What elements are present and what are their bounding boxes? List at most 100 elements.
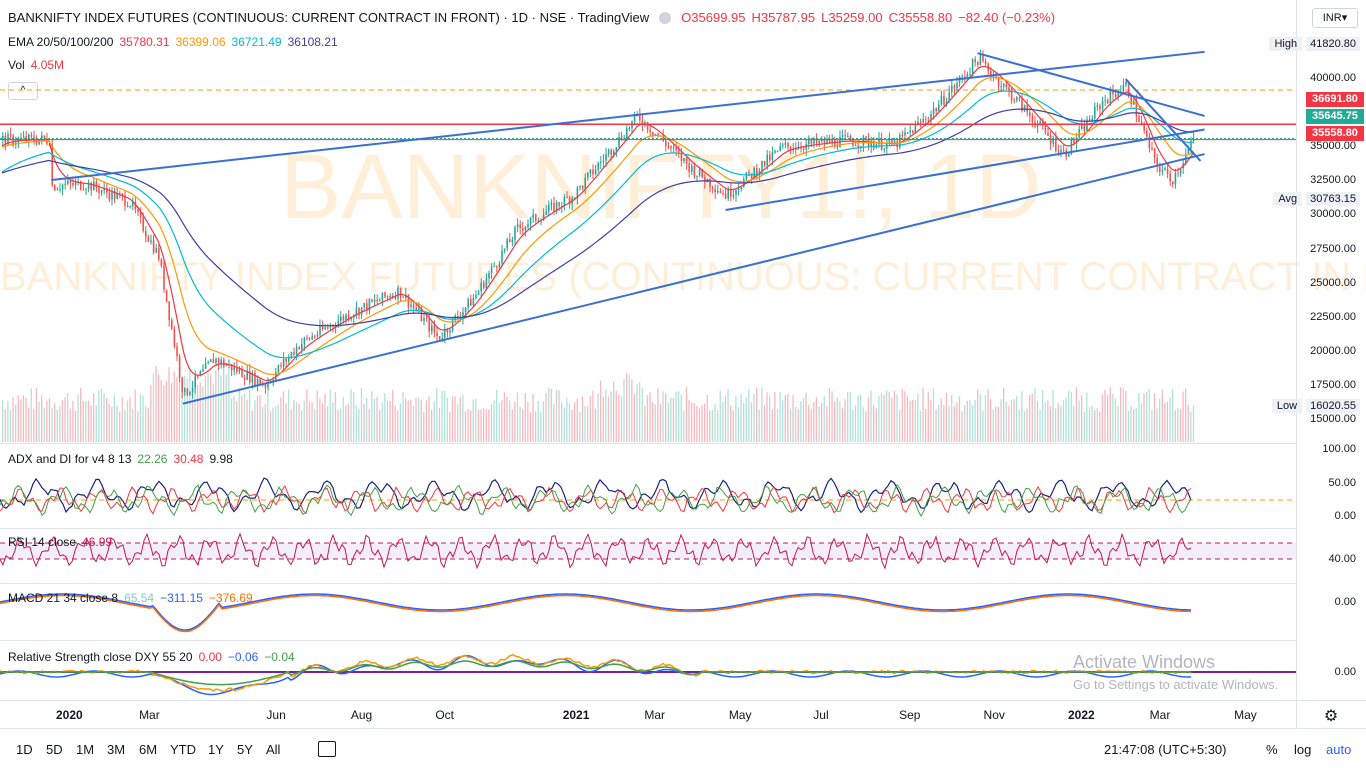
candle-body (233, 366, 235, 371)
log-scale-toggle[interactable]: log (1294, 742, 1312, 757)
volume-bar (386, 400, 389, 442)
candle-body (451, 318, 454, 331)
avg-badge-value: 30763.15 (1306, 192, 1360, 206)
volume-bar (202, 386, 204, 442)
volume-bar (810, 409, 812, 442)
rsi-line (0, 532, 1192, 570)
adx-axis-100: 100.00 (1322, 443, 1356, 455)
volume-bar (22, 395, 25, 442)
range-button-all[interactable]: All (266, 742, 281, 757)
volume-bar (1172, 389, 1174, 442)
candle-body (782, 144, 784, 147)
volume-bar (1042, 390, 1044, 442)
volume-bar (693, 402, 695, 442)
volume-bar (1047, 400, 1049, 442)
volume-bar (1060, 405, 1062, 442)
rs-legend[interactable]: Relative Strength close DXY 55 20 0.00 −… (8, 650, 295, 664)
range-button-6m[interactable]: 6M (139, 742, 158, 757)
range-button-ytd[interactable]: YTD (170, 742, 196, 757)
candle-body (212, 359, 215, 363)
adx-legend[interactable]: ADX and DI for v4 8 13 22.26 30.48 9.98 (8, 452, 233, 466)
symbol-title[interactable]: BANKNIFTY INDEX FUTURES (CONTINUOUS: CUR… (8, 10, 650, 25)
volume-bar (46, 400, 48, 442)
currency-button[interactable]: INR▾ (1312, 8, 1358, 28)
candle-body (1125, 81, 1127, 86)
rs-value-3: −0.04 (264, 650, 295, 664)
macd-legend[interactable]: MACD 21 34 close 8 65.54 −311.15 −376.69 (8, 591, 253, 605)
range-button-5d[interactable]: 5D (46, 742, 63, 757)
main-chart-svg[interactable] (0, 0, 1296, 700)
date-range-calendar-icon[interactable] (318, 741, 336, 757)
range-button-3m[interactable]: 3M (107, 742, 126, 757)
candle-body (1174, 173, 1177, 185)
candle-body (704, 177, 706, 183)
volume-bar (134, 389, 136, 442)
volume-bar (82, 401, 84, 442)
volume-bar (324, 393, 326, 442)
candle-body (368, 299, 371, 311)
candle-body (93, 181, 95, 191)
candle-body (236, 366, 238, 372)
candle-body (350, 317, 352, 320)
adx-axis-50: 50.00 (1328, 477, 1356, 489)
candle-body (628, 128, 631, 130)
candle-body (288, 356, 290, 362)
volume-bar (425, 400, 428, 442)
range-button-1m[interactable]: 1M (76, 742, 95, 757)
candle-body (766, 154, 768, 166)
volume-bar (529, 411, 532, 442)
candle-body (969, 73, 971, 75)
percent-scale-toggle[interactable]: % (1266, 742, 1278, 757)
volume-bar (184, 375, 186, 442)
volume-bar (891, 397, 893, 442)
volume-legend[interactable]: Vol 4.05M (8, 58, 64, 72)
candle-body (51, 145, 53, 186)
rsi-legend[interactable]: RSI 14 close 46.99 (8, 535, 112, 549)
volume-bar (904, 391, 906, 442)
candle-body (691, 165, 693, 173)
candle-body (171, 320, 173, 329)
candle-body (891, 138, 893, 144)
candle-body (467, 298, 469, 308)
volume-bar (566, 397, 568, 442)
volume-bar (332, 402, 334, 442)
auto-scale-toggle[interactable]: auto (1326, 742, 1352, 757)
volume-bar (644, 406, 646, 442)
candle-body (654, 133, 657, 135)
candle-body (22, 136, 25, 138)
pane-divider-rsi[interactable] (0, 528, 1296, 529)
clock-time[interactable]: 21:47:08 (UTC+5:30) (1104, 742, 1227, 757)
pane-divider-rs[interactable] (0, 640, 1296, 641)
volume-bar (298, 403, 300, 442)
candle-body (711, 187, 714, 190)
candle-body (605, 154, 607, 161)
pane-divider-adx[interactable] (0, 443, 1296, 444)
volume-bar (997, 407, 1000, 442)
volume-bar (610, 391, 612, 442)
candle-body (982, 55, 984, 62)
candle-body (1023, 105, 1026, 112)
candle-body (1052, 137, 1054, 144)
candle-body (230, 364, 233, 371)
volume-bar (259, 395, 261, 442)
volume-bar (35, 388, 38, 442)
candle-body (176, 346, 178, 357)
pane-divider-macd[interactable] (0, 583, 1296, 584)
range-button-1y[interactable]: 1Y (208, 742, 224, 757)
volume-bar (896, 394, 898, 442)
ema-legend[interactable]: EMA 20/50/100/200 35780.31 36399.06 3672… (8, 35, 338, 49)
candle-body (698, 169, 701, 176)
candle-body (321, 325, 324, 330)
range-button-5y[interactable]: 5Y (237, 742, 253, 757)
candle-body (964, 76, 966, 78)
range-button-1d[interactable]: 1D (16, 742, 33, 757)
candle-body (774, 151, 776, 153)
price-axis-tick: 20000.00 (1310, 344, 1356, 357)
volume-bar (880, 392, 883, 442)
chart-settings-gear-icon[interactable]: ⚙ (1323, 708, 1339, 725)
volume-bar (87, 400, 90, 442)
volume-bar (506, 396, 508, 442)
ema-200-value: 36108.21 (287, 35, 338, 49)
volume-bar (93, 393, 95, 442)
volume-bar (28, 407, 30, 442)
